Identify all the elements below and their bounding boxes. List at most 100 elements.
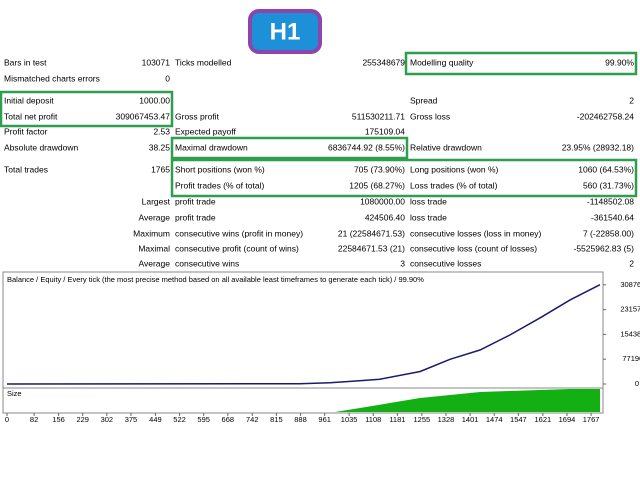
x-tick-label: 375 (125, 415, 138, 424)
x-tick-label: 1181 (389, 415, 405, 424)
stat-value: 2 (629, 258, 634, 268)
x-tick-label: 1474 (486, 415, 503, 424)
stat-value: 705 (73.90%) (354, 164, 405, 174)
stat-label: consecutive wins (profit in money) (175, 228, 303, 238)
stat-label: Profit factor (4, 126, 48, 136)
stat-label: Profit trades (% of total) (175, 180, 264, 190)
stat-value: -5525962.83 (5) (574, 243, 635, 253)
chart-title: Balance / Equity / Every tick (the most … (7, 275, 424, 284)
stat-label: consecutive profit (count of wins) (175, 243, 299, 253)
x-tick-label: 522 (173, 415, 186, 424)
timeframe-badge (248, 9, 322, 54)
stat-value: -361540.64 (591, 212, 634, 222)
stat-value: 309067453.47 (116, 111, 171, 121)
stat-value: 1205 (68.27%) (349, 180, 405, 190)
x-tick-label: 449 (149, 415, 162, 424)
stat-label: Relative drawdown (410, 142, 482, 152)
x-tick-label: 1621 (534, 415, 551, 424)
stat-label: Expected payoff (175, 126, 236, 136)
stat-label: Bars in test (4, 57, 47, 67)
size-label: Size (7, 389, 22, 398)
stat-value: 103071 (142, 57, 171, 67)
stat-label: Short positions (won %) (175, 164, 265, 174)
x-tick-label: 1328 (438, 415, 455, 424)
stat-value: 1060 (64.53%) (578, 164, 634, 174)
stat-value: 511530211.71 (352, 111, 405, 121)
highlight-box (404, 51, 638, 76)
stat-label: Total trades (4, 164, 48, 174)
x-tick-label: 1547 (510, 415, 527, 424)
stat-value: 1765 (151, 164, 170, 174)
stat-value: 2.53 (153, 126, 170, 136)
x-tick-label: 815 (270, 415, 283, 424)
x-tick-label: 1694 (559, 415, 576, 424)
highlight-box (170, 136, 409, 160)
stat-value: 7 (-22858.00) (583, 228, 634, 238)
stat-value: 424506.40 (365, 212, 405, 222)
stat-value: 99.90% (605, 57, 634, 67)
y-tick-label: 30876178 (620, 280, 640, 289)
size-area (335, 389, 600, 412)
x-tick-label: 668 (222, 415, 235, 424)
stat-value: -1148502.08 (587, 196, 634, 206)
y-tick-label: 23157133 (620, 305, 640, 314)
stat-value: 3 (400, 258, 405, 268)
x-tick-label: 82 (30, 415, 38, 424)
balance-panel (2, 271, 604, 391)
stat-label: Spread (410, 95, 438, 105)
highlight-box (170, 158, 638, 198)
x-tick-label: 1108 (365, 415, 381, 424)
stat-value: 38.25 (149, 142, 171, 152)
stat-label: Largest (142, 196, 171, 206)
stat-value: 175109.04 (365, 126, 405, 136)
stat-label: consecutive losses (410, 258, 481, 268)
stat-label: consecutive loss (count of losses) (410, 243, 537, 253)
stat-label: profit trade (175, 196, 216, 206)
stat-value: 0 (165, 73, 170, 83)
stat-label: profit trade (175, 212, 216, 222)
x-tick-label: 1767 (583, 415, 600, 424)
stat-label: Gross profit (175, 111, 220, 121)
stat-label: loss trade (410, 196, 447, 206)
stat-value: 22584671.53 (21) (338, 243, 405, 253)
stat-value: 23.95% (28932.18) (562, 142, 634, 152)
y-tick-label: 15438089 (620, 329, 640, 338)
stat-label: Modelling quality (410, 57, 474, 67)
x-tick-label: 888 (294, 415, 307, 424)
stat-label: Maximal drawdown (175, 142, 248, 152)
stat-label: Absolute drawdown (4, 142, 78, 152)
x-tick-label: 1035 (341, 415, 358, 424)
stat-label: Maximum (133, 228, 170, 238)
y-tick-label: 7719044 (622, 354, 640, 363)
stat-label: Loss trades (% of total) (410, 180, 498, 190)
stat-label: Total net profit (4, 111, 58, 121)
stat-label: Gross loss (410, 111, 450, 121)
stat-value: 560 (31.73%) (583, 180, 634, 190)
stat-value: 2 (629, 95, 634, 105)
stat-label: Long positions (won %) (410, 164, 499, 174)
stat-value: 21 (22584671.53) (338, 228, 405, 238)
x-tick-label: 229 (76, 415, 89, 424)
x-tick-label: 961 (318, 415, 331, 424)
stat-value: 255348679 (362, 57, 405, 67)
stat-label: Ticks modelled (175, 57, 232, 67)
x-tick-label: 0 (5, 415, 9, 424)
stat-label: Mismatched charts errors (4, 73, 100, 83)
x-tick-label: 302 (101, 415, 114, 424)
stat-value: 6836744.92 (8.55%) (328, 142, 405, 152)
stat-value: -202462758.24 (577, 111, 634, 121)
stat-label: consecutive losses (loss in money) (410, 228, 542, 238)
x-tick-label: 1255 (414, 415, 431, 424)
x-tick-label: 156 (52, 415, 65, 424)
x-tick-label: 742 (246, 415, 259, 424)
y-tick-label: 0 (635, 379, 639, 388)
x-tick-label: 1401 (462, 415, 479, 424)
stat-value: 1080000.00 (360, 196, 405, 206)
stat-label: Maximal (138, 243, 170, 253)
stat-label: Average (138, 212, 170, 222)
stat-label: consecutive wins (175, 258, 239, 268)
highlight-box (0, 90, 174, 128)
badge-text: H1 (270, 18, 301, 45)
stat-label: loss trade (410, 212, 447, 222)
